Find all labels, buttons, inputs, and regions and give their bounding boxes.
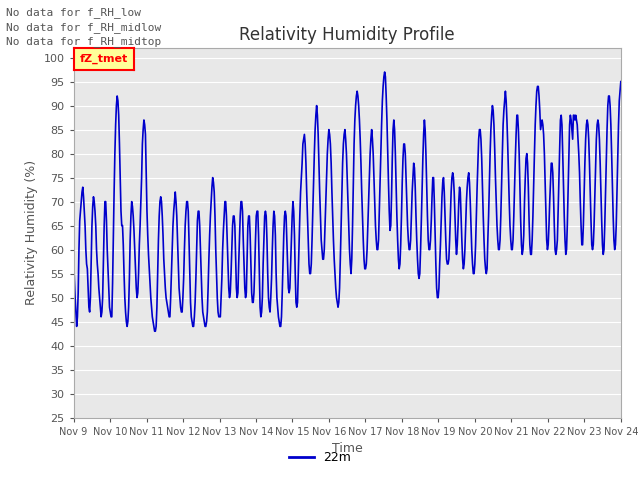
Text: No data for f_RH_midtop: No data for f_RH_midtop	[6, 36, 162, 47]
Title: Relativity Humidity Profile: Relativity Humidity Profile	[239, 25, 455, 44]
Text: fZ_tmet: fZ_tmet	[80, 54, 128, 64]
Y-axis label: Relativity Humidity (%): Relativity Humidity (%)	[25, 160, 38, 305]
Text: No data for f_RH_midlow: No data for f_RH_midlow	[6, 22, 162, 33]
Legend: 22m: 22m	[284, 446, 356, 469]
Text: No data for f_RH_low: No data for f_RH_low	[6, 7, 141, 18]
X-axis label: Time: Time	[332, 442, 363, 455]
